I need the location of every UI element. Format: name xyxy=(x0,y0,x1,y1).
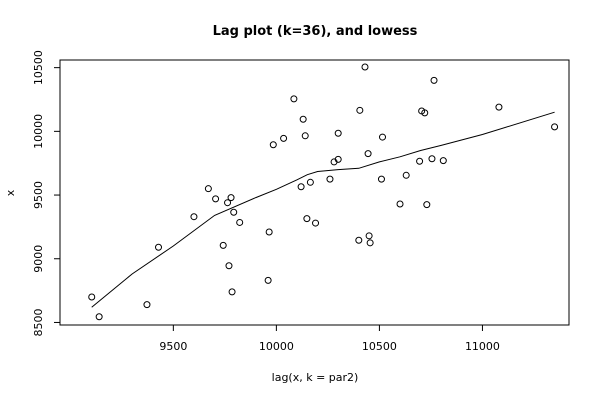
data-point xyxy=(495,103,503,111)
data-point xyxy=(551,123,559,131)
data-point xyxy=(290,95,298,103)
data-point xyxy=(269,141,277,149)
y-tick-label: 9000 xyxy=(32,245,45,273)
data-point xyxy=(299,115,307,123)
data-point xyxy=(297,183,305,191)
y-tick-label: 8500 xyxy=(32,308,45,336)
data-point xyxy=(303,215,311,223)
data-point xyxy=(88,293,96,301)
data-point xyxy=(396,200,404,208)
data-point xyxy=(227,194,235,202)
data-point xyxy=(265,228,273,236)
data-point xyxy=(356,106,364,114)
data-point xyxy=(421,109,429,117)
x-tick-label: 10500 xyxy=(362,340,397,353)
data-point xyxy=(361,63,369,71)
x-tick-label: 10000 xyxy=(259,340,294,353)
y-tick-label: 10000 xyxy=(32,114,45,149)
data-point xyxy=(143,301,151,309)
scatter-points xyxy=(88,63,559,321)
data-point xyxy=(224,199,232,207)
data-point xyxy=(204,185,212,193)
data-point xyxy=(306,178,314,186)
data-point xyxy=(423,201,431,209)
data-point xyxy=(219,241,227,249)
data-point xyxy=(312,219,320,227)
lowess-curve xyxy=(91,111,555,308)
data-point xyxy=(155,243,163,251)
y-tick-label: 9500 xyxy=(32,181,45,209)
y-axis: 8500 9000 9500 10000 10500 xyxy=(32,50,61,336)
data-point xyxy=(301,132,309,140)
data-point xyxy=(439,157,447,165)
data-point xyxy=(402,171,410,179)
data-point xyxy=(228,288,236,296)
data-point xyxy=(264,276,272,284)
x-tick-label: 11000 xyxy=(465,340,500,353)
data-point xyxy=(366,239,374,247)
data-point xyxy=(225,262,233,270)
data-point xyxy=(280,134,288,142)
data-point xyxy=(416,157,424,165)
data-point xyxy=(430,76,438,84)
data-point xyxy=(334,129,342,137)
y-axis-label: x xyxy=(4,189,17,196)
x-axis-label: lag(x, k = par2) xyxy=(272,371,359,384)
y-tick-label: 10500 xyxy=(32,50,45,85)
x-axis: 9500 10000 10500 11000 xyxy=(159,324,500,353)
data-point xyxy=(326,175,334,183)
chart-title: Lag plot (k=36), and lowess xyxy=(213,24,418,39)
plot-area-frame xyxy=(59,59,570,326)
data-point xyxy=(355,236,363,244)
data-point xyxy=(212,195,220,203)
data-point xyxy=(236,218,244,226)
data-point xyxy=(230,208,238,216)
data-point xyxy=(428,155,436,163)
data-point xyxy=(190,213,198,221)
data-point xyxy=(364,150,372,158)
data-point xyxy=(377,175,385,183)
data-point xyxy=(365,232,373,240)
data-point xyxy=(379,133,387,141)
data-point xyxy=(334,155,342,163)
data-point xyxy=(95,313,103,321)
x-tick-label: 9500 xyxy=(159,340,187,353)
